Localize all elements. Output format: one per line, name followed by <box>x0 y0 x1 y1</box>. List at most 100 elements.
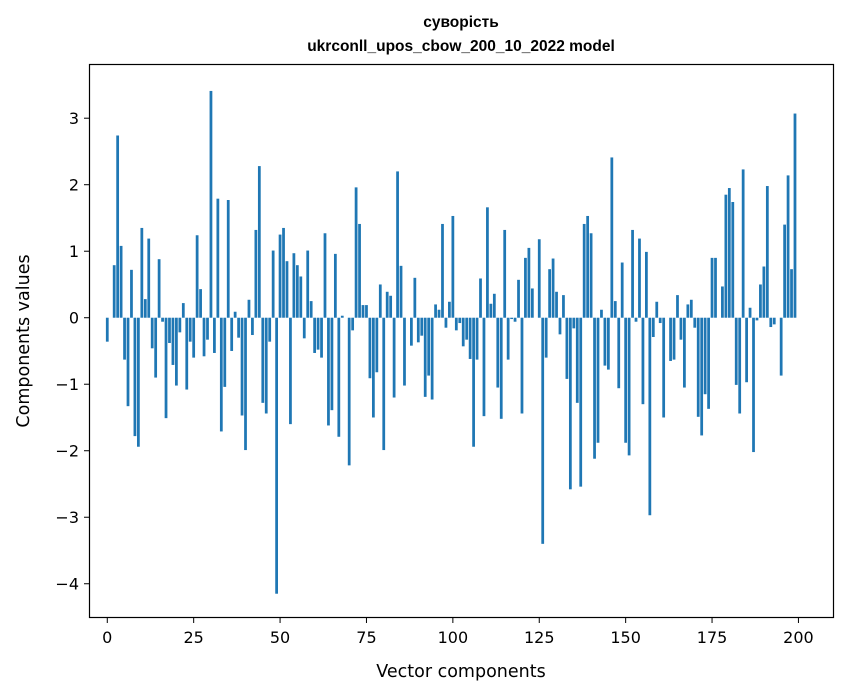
bar-49 <box>275 317 278 594</box>
bar-93 <box>427 317 431 376</box>
bar-186 <box>748 307 752 318</box>
bar-174 <box>707 317 710 409</box>
bar-140 <box>589 233 593 318</box>
bar-74 <box>361 305 365 318</box>
bar-96 <box>437 309 441 318</box>
bar-77 <box>371 317 375 418</box>
bar-191 <box>765 186 769 318</box>
bar-128 <box>548 269 552 318</box>
bar-19 <box>171 317 175 365</box>
bar-26 <box>195 235 199 318</box>
bar-138 <box>582 223 586 318</box>
bar-14 <box>154 317 158 378</box>
bar-90 <box>416 317 420 343</box>
bar-15 <box>157 259 161 318</box>
bar-122 <box>527 247 531 318</box>
bar-21 <box>178 317 182 333</box>
bar-105 <box>468 317 472 359</box>
bar-173 <box>703 317 707 395</box>
y-tick-label: 0 <box>69 309 79 328</box>
bar-158 <box>651 317 655 338</box>
bar-59 <box>309 301 313 318</box>
bar-56 <box>299 276 303 318</box>
bar-151 <box>627 317 631 456</box>
bar-34 <box>223 317 227 387</box>
bar-112 <box>492 293 496 318</box>
bar-58 <box>306 250 310 318</box>
bar-29 <box>206 317 209 340</box>
bar-51 <box>282 227 285 318</box>
bar-6 <box>126 317 130 407</box>
bar-61 <box>316 317 320 350</box>
bar-68 <box>340 315 344 318</box>
bar-198 <box>790 269 793 318</box>
bar-199 <box>793 113 797 318</box>
y-tick-label: 3 <box>69 109 79 128</box>
bar-172 <box>700 317 704 436</box>
bar-65 <box>330 317 334 411</box>
bar-115 <box>503 229 507 318</box>
bar-107 <box>475 317 479 360</box>
bar-181 <box>731 202 735 318</box>
y-tick-label: −3 <box>55 508 79 527</box>
bar-84 <box>396 171 399 318</box>
bar-168 <box>686 304 690 318</box>
bar-20 <box>175 317 178 386</box>
bar-167 <box>683 317 686 388</box>
bar-101 <box>454 317 458 331</box>
bar-13 <box>150 317 154 349</box>
bar-160 <box>658 317 662 324</box>
bar-182 <box>734 317 738 385</box>
bar-89 <box>413 277 417 318</box>
plot-frame <box>88 63 835 619</box>
x-tick-label: 150 <box>610 628 641 647</box>
bar-11 <box>143 299 147 318</box>
bar-54 <box>292 253 296 318</box>
bar-75 <box>365 305 368 318</box>
bar-97 <box>441 223 444 318</box>
bar-102 <box>458 317 462 324</box>
bar-37 <box>233 311 237 318</box>
bar-148 <box>617 317 621 389</box>
bars-group <box>105 90 797 594</box>
bar-103 <box>461 317 465 347</box>
bar-134 <box>568 317 572 490</box>
bar-47 <box>268 317 272 342</box>
bar-190 <box>762 266 766 318</box>
bar-43 <box>254 229 258 318</box>
bar-147 <box>613 301 617 318</box>
bar-24 <box>188 317 192 342</box>
x-tick-label: 175 <box>697 628 728 647</box>
bar-88 <box>410 317 413 346</box>
bar-70 <box>347 317 351 466</box>
bar-130 <box>555 291 558 318</box>
bar-35 <box>226 200 230 318</box>
bar-185 <box>745 317 748 383</box>
bar-195 <box>779 317 783 376</box>
bar-163 <box>669 317 672 361</box>
bar-149 <box>620 262 624 318</box>
x-tick-label: 200 <box>783 628 814 647</box>
bar-143 <box>600 309 603 318</box>
bar-10 <box>140 227 144 318</box>
bar-94 <box>430 317 434 400</box>
bar-42 <box>251 317 254 336</box>
bar-83 <box>392 317 396 398</box>
bar-152 <box>631 229 634 318</box>
bar-46 <box>264 317 268 414</box>
x-tick-label: 25 <box>183 628 203 647</box>
y-tick-label: −2 <box>55 442 79 461</box>
bar-111 <box>489 303 493 318</box>
bar-78 <box>375 317 379 373</box>
bar-166 <box>679 317 683 340</box>
bar-150 <box>624 317 628 443</box>
bar-137 <box>579 317 583 487</box>
bar-57 <box>302 317 306 339</box>
bar-86 <box>403 317 406 386</box>
bar-170 <box>693 317 697 328</box>
bar-50 <box>278 234 282 318</box>
bar-129 <box>551 258 555 318</box>
bar-120 <box>520 317 524 414</box>
bar-153 <box>634 317 638 322</box>
